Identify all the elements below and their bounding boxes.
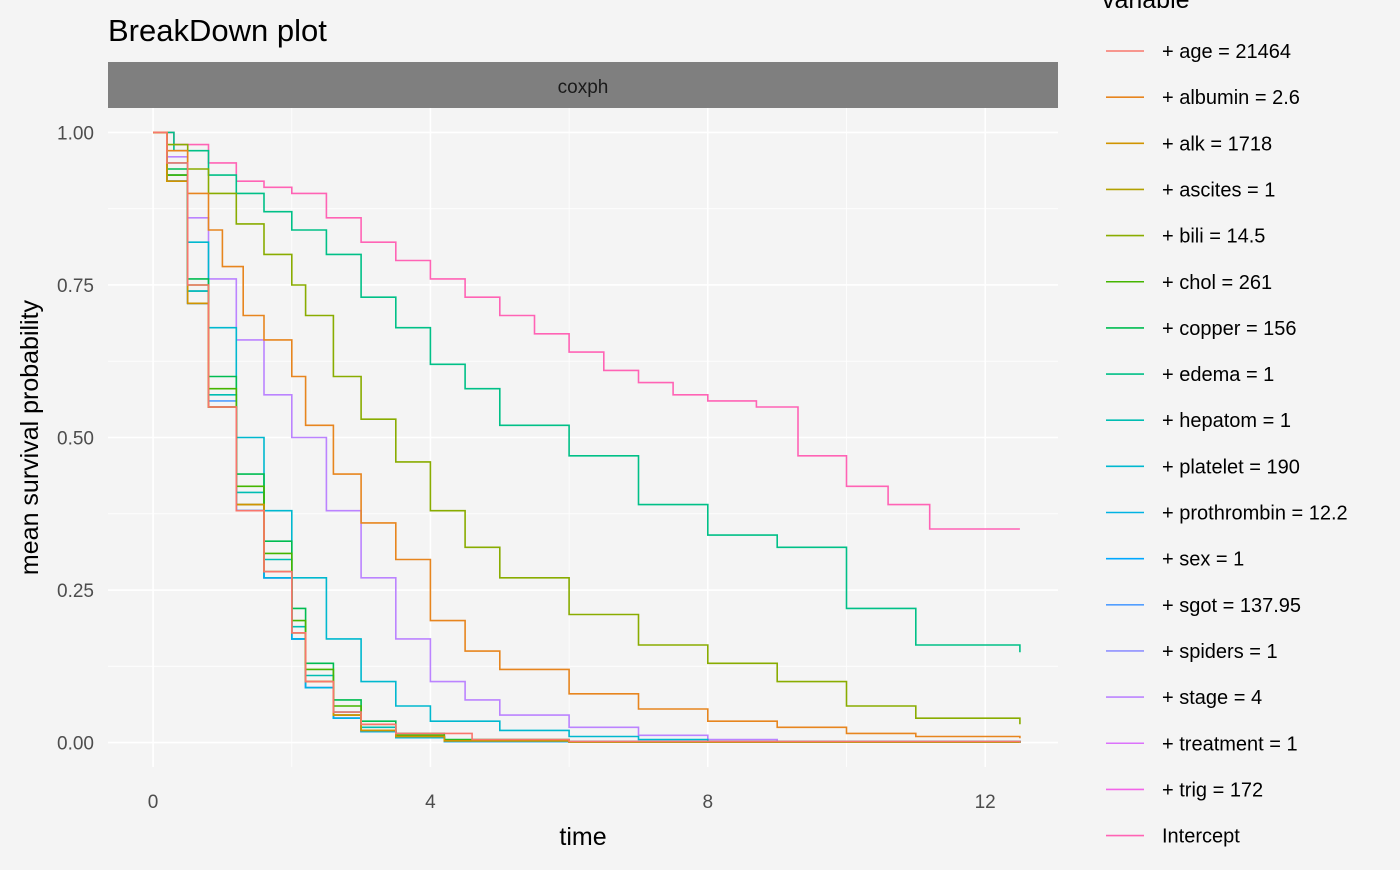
legend-label: + chol = 261 (1162, 272, 1272, 294)
legend: variable + age = 21464 + albumin = 2.6 + al… (1102, 0, 1348, 848)
x-tick-label: 12 (975, 792, 996, 813)
x-tick-label: 4 (425, 792, 436, 813)
y-tick-label: 0.50 (57, 429, 94, 450)
legend-label: + alk = 1718 (1162, 133, 1272, 155)
legend-label: + platelet = 190 (1162, 456, 1300, 478)
y-tick-label: 0.75 (57, 276, 94, 297)
y-tick-label: 0.25 (57, 581, 94, 602)
y-axis-label: mean survival probability (16, 299, 44, 575)
legend-label: + ascites = 1 (1162, 179, 1275, 201)
legend-label: + trig = 172 (1162, 779, 1263, 801)
legend-label: + edema = 1 (1162, 364, 1274, 386)
chart-title: BreakDown plot (108, 13, 327, 48)
x-tick-label: 8 (703, 792, 714, 813)
legend-label: + prothrombin = 12.2 (1162, 503, 1348, 525)
legend-label: + sgot = 137.95 (1162, 595, 1301, 617)
legend-label: + albumin = 2.6 (1162, 87, 1300, 109)
series-lines (153, 131, 1021, 743)
x-axis-label: time (559, 823, 606, 851)
legend-label: + treatment = 1 (1162, 733, 1298, 755)
legend-title: variable (1102, 0, 1190, 14)
series-line (153, 131, 1020, 530)
legend-label: + stage = 4 (1162, 687, 1262, 709)
legend-label: Intercept (1162, 826, 1240, 848)
series-line (153, 131, 1021, 725)
facet-strip (108, 62, 1058, 108)
series-line (153, 131, 1021, 743)
legend-label: + copper = 156 (1162, 318, 1297, 340)
legend-label: + sex = 1 (1162, 549, 1244, 571)
series-line (153, 131, 1021, 739)
series-line (153, 131, 1021, 743)
legend-label: + hepatom = 1 (1162, 410, 1291, 432)
legend-label: + age = 21464 (1162, 41, 1291, 63)
x-tick-label: 0 (148, 792, 159, 813)
y-tick-label: 1.00 (57, 123, 94, 144)
legend-label: + bili = 14.5 (1162, 226, 1265, 248)
y-tick-label: 0.00 (57, 734, 94, 755)
legend-label: + spiders = 1 (1162, 641, 1278, 663)
facet-label: coxph (558, 77, 609, 98)
